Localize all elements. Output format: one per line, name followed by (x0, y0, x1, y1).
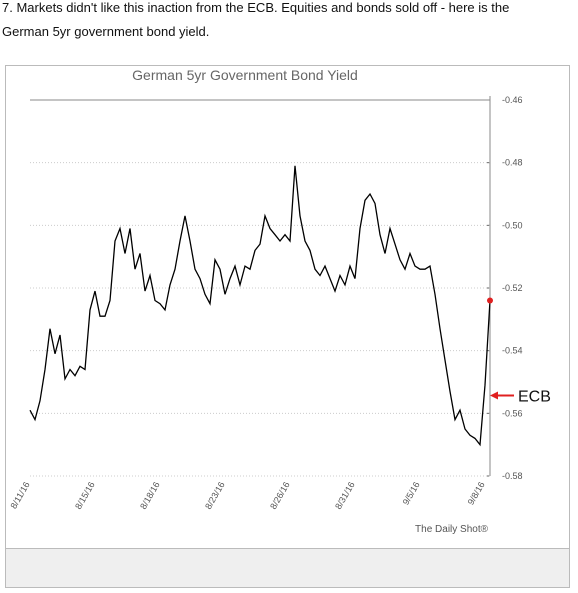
annotation: ECB (518, 389, 551, 406)
paragraph-line: 7. Markets didn't like this inaction fro… (2, 0, 510, 15)
line-series (29, 165, 491, 447)
chart-title: German 5yr Government Bond Yield (132, 67, 358, 83)
y-tick-label: -0.46 (502, 95, 523, 105)
y-tick-label: -0.58 (502, 471, 523, 481)
y-tick-label: -0.48 (502, 158, 523, 168)
annotation-arrowhead (490, 391, 498, 400)
last-point (487, 297, 493, 304)
y-tick-label: -0.52 (502, 283, 523, 293)
source: The Daily Shot® (415, 524, 489, 535)
footer-band (6, 548, 569, 587)
paragraph-line: German 5yr government bond yield. (2, 24, 210, 39)
y-tick-label: -0.54 (502, 346, 523, 356)
y-tick-label: -0.50 (502, 220, 523, 230)
y-tick-label: -0.56 (502, 408, 523, 418)
chart-frame (5, 65, 570, 588)
